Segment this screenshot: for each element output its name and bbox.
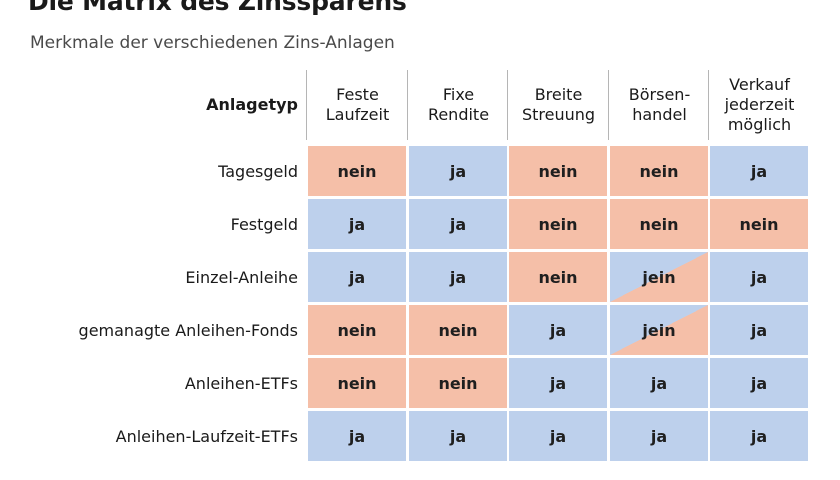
column-header-line: Rendite xyxy=(427,105,490,124)
row-label: Festgeld xyxy=(230,214,298,234)
matrix-cell-nein: nein xyxy=(308,305,406,355)
matrix-cell-nein: nein xyxy=(610,146,708,196)
matrix-cell-ja: ja xyxy=(610,411,708,461)
matrix-cell-ja: ja xyxy=(409,252,507,302)
matrix-cell-nein: nein xyxy=(710,199,808,249)
matrix-cell-ja: ja xyxy=(509,358,607,408)
matrix-cell-ja: ja xyxy=(710,411,808,461)
matrix-cell-ja: ja xyxy=(308,199,406,249)
matrix-cell-nein: nein xyxy=(509,199,607,249)
column-header-line: Laufzeit xyxy=(325,105,390,124)
matrix-cell-ja: ja xyxy=(710,146,808,196)
column-header-line: Fixe xyxy=(442,85,475,104)
matrix-cell-jein: jein xyxy=(610,252,708,302)
matrix-cell-ja: ja xyxy=(409,411,507,461)
column-header: Börsen-handel xyxy=(608,70,710,140)
matrix-cell-nein: nein xyxy=(308,358,406,408)
row-label: Einzel-Anleihe xyxy=(185,267,298,287)
matrix-cell-nein: nein xyxy=(509,146,607,196)
matrix-cell-nein: nein xyxy=(409,305,507,355)
matrix-cell-jein: jein xyxy=(610,305,708,355)
row-label: Anleihen-ETFs xyxy=(184,373,298,393)
row-label: Tagesgeld xyxy=(218,161,298,181)
matrix-cell-ja: ja xyxy=(509,305,607,355)
matrix-cell-ja: ja xyxy=(610,358,708,408)
column-header-line: Börsen- xyxy=(628,85,691,104)
matrix-cell-ja: ja xyxy=(509,411,607,461)
column-header-line: handel xyxy=(632,105,687,124)
matrix-cell-ja: ja xyxy=(409,199,507,249)
matrix-cell-ja: ja xyxy=(308,252,406,302)
column-header-line: Streuung xyxy=(521,105,596,124)
matrix-cell-nein: nein xyxy=(409,358,507,408)
matrix-cell-nein: nein xyxy=(509,252,607,302)
matrix-cell-ja: ja xyxy=(710,305,808,355)
column-header-line: Breite xyxy=(534,85,583,104)
column-header-line: möglich xyxy=(727,115,792,134)
chart-subtitle: Merkmale der verschiedenen Zins-Anlagen xyxy=(30,33,395,53)
column-header-line: Feste xyxy=(336,85,379,104)
column-header: Breite Streuung xyxy=(507,70,609,140)
column-header-line: jederzeit xyxy=(724,95,795,114)
matrix-cell-ja: ja xyxy=(409,146,507,196)
column-header: Feste Laufzeit xyxy=(306,70,408,140)
row-label: gemanagte Anleihen-Fonds xyxy=(78,320,298,340)
matrix-cell-nein: nein xyxy=(308,146,406,196)
matrix-cell-ja: ja xyxy=(710,358,808,408)
matrix-cell-ja: ja xyxy=(710,252,808,302)
matrix-cell-nein: nein xyxy=(610,199,708,249)
column-header: Fixe Rendite xyxy=(407,70,509,140)
column-header: Verkauf jederzeit möglich xyxy=(708,70,810,140)
matrix-cell-ja: ja xyxy=(308,411,406,461)
chart-title: Die Matrix des Zinssparens xyxy=(28,0,407,16)
row-label: Anleihen-Laufzeit-ETFs xyxy=(115,426,298,446)
row-header-label: Anlagetyp xyxy=(206,95,298,114)
column-header-line: Verkauf xyxy=(729,75,790,94)
